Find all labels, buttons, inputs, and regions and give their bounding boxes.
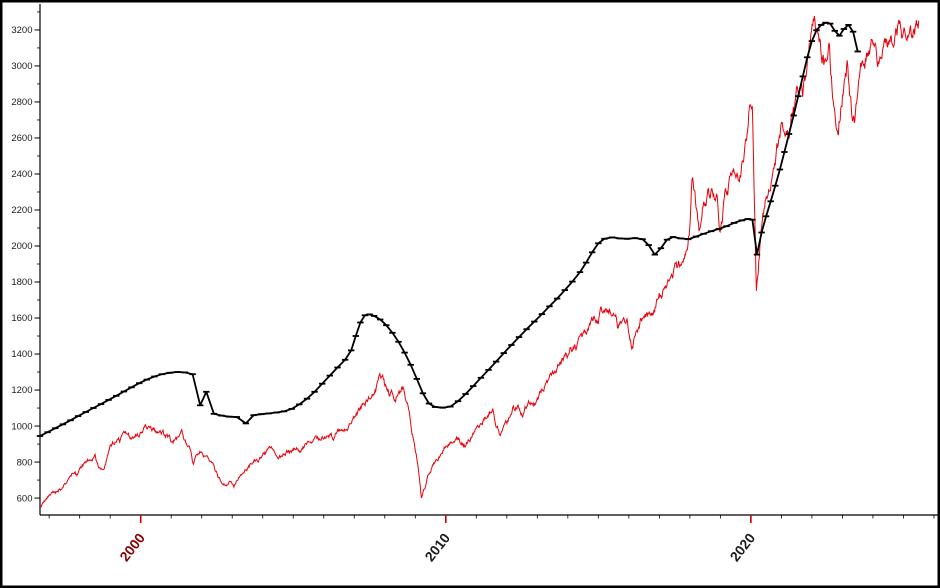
- y-tick-label: 800: [17, 457, 33, 468]
- y-tick-label: 2200: [11, 205, 32, 216]
- y-tick-label: 2400: [11, 169, 32, 180]
- y-tick-label: 3200: [11, 25, 32, 36]
- x-tick-label-2000: 2000: [116, 530, 148, 565]
- series-black-markers: [36, 21, 861, 437]
- y-tick-label: 2800: [11, 97, 32, 108]
- y-tick-label: 1000: [11, 421, 32, 432]
- series-red-daily-line: [40, 16, 920, 509]
- series-black-line: [40, 21, 859, 437]
- y-tick-label: 2000: [11, 241, 32, 252]
- y-tick-label: 1600: [11, 313, 32, 324]
- y-tick-label: 1800: [11, 277, 32, 288]
- y-tick-label: 1200: [11, 385, 32, 396]
- y-tick-label: 3000: [11, 61, 32, 72]
- y-tick-label: 1400: [11, 349, 32, 360]
- x-tick-label-2020: 2020: [726, 530, 758, 565]
- y-tick-label: 2600: [11, 133, 32, 144]
- y-tick-label: 600: [17, 493, 33, 504]
- x-tick-label-2010: 2010: [421, 530, 453, 565]
